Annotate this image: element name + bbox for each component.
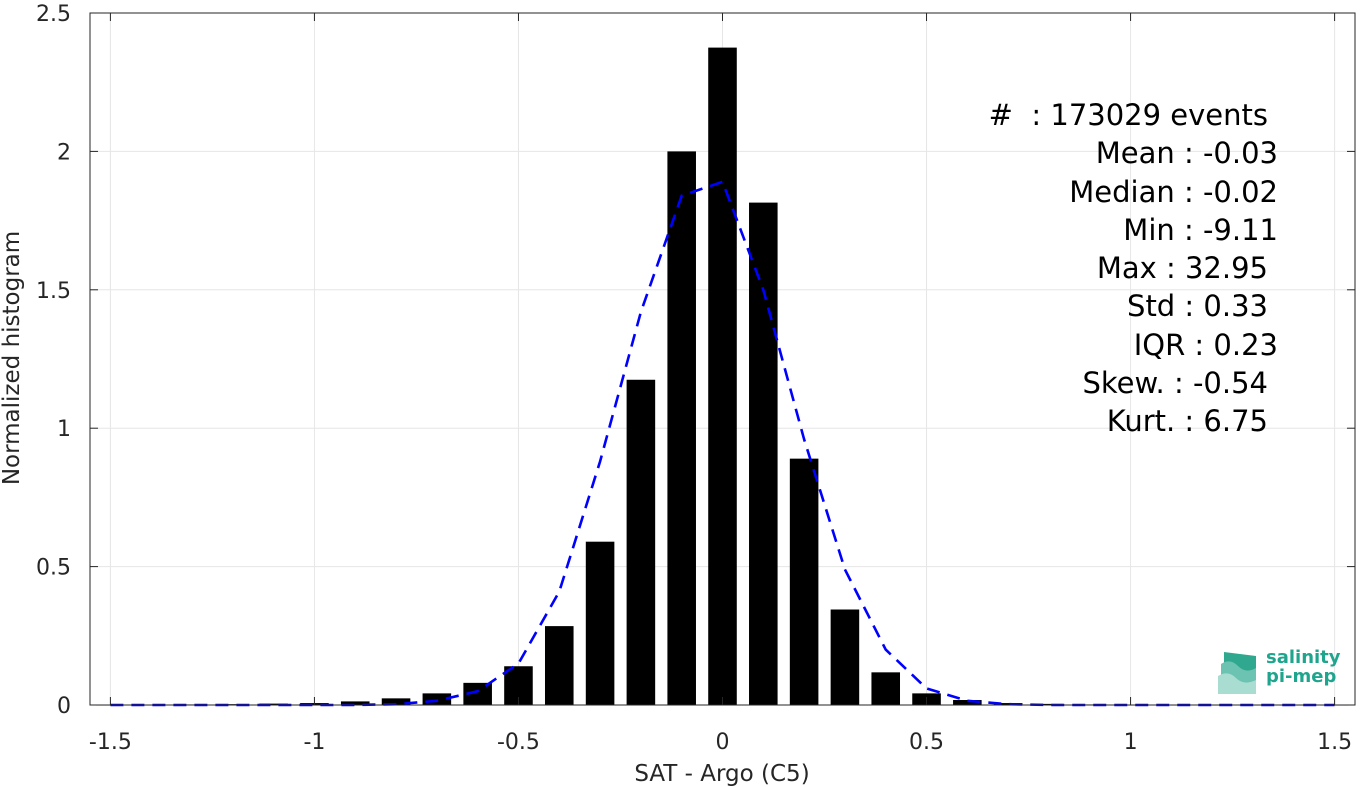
stat-skew: Skew. : -0.54 bbox=[1082, 366, 1268, 401]
plot-axes bbox=[89, 12, 1356, 706]
y-axis-title: Normalized histogram bbox=[0, 231, 25, 485]
logo-line1: salinity bbox=[1266, 647, 1341, 668]
logo-text: salinity pi-mep bbox=[1266, 648, 1341, 686]
stat-iqr: IQR : 0.23 bbox=[1133, 327, 1278, 362]
x-axis-title: SAT - Argo (C5) bbox=[634, 761, 809, 787]
x-tick-label-4: 0.5 bbox=[909, 730, 944, 755]
histogram-bars bbox=[96, 47, 1349, 706]
histogram-bar-4 bbox=[259, 703, 288, 705]
x-tick-label-1: -1 bbox=[303, 730, 325, 755]
histogram-bar-7 bbox=[381, 698, 411, 705]
histogram-bar-6 bbox=[340, 701, 370, 705]
histogram-bar-23 bbox=[1034, 703, 1064, 705]
stat-max: Max : 32.95 bbox=[1096, 251, 1268, 286]
y-tick-label-3: 1.5 bbox=[36, 279, 71, 304]
wave-logo-icon bbox=[1218, 652, 1256, 694]
y-tick-label-2: 1 bbox=[57, 417, 71, 442]
x-tick-label-6: 1.5 bbox=[1317, 730, 1352, 755]
y-tick-labels: 0 0.5 1 1.5 2 2.5 bbox=[36, 2, 71, 719]
histogram-bar-9 bbox=[463, 682, 492, 705]
histogram-bar-18 bbox=[830, 609, 860, 705]
y-tick-label-1: 0.5 bbox=[36, 556, 71, 581]
salinity-pi-mep-logo: salinity pi-mep bbox=[1216, 648, 1346, 696]
histogram-bar-21 bbox=[953, 700, 982, 705]
histogram-bar-17 bbox=[789, 458, 819, 705]
y-tick-label-4: 2 bbox=[57, 140, 71, 165]
statistics-box: # : 173029 events Mean : -0.03 Median : … bbox=[900, 96, 1278, 441]
logo-line2: pi-mep bbox=[1266, 666, 1337, 687]
y-tick-label-0: 0 bbox=[57, 694, 71, 719]
stat-min: Min : -9.11 bbox=[1123, 212, 1278, 247]
histogram-bar-11 bbox=[544, 626, 574, 705]
histogram-bar-14 bbox=[667, 151, 696, 705]
histogram-bar-15 bbox=[708, 47, 737, 706]
histogram-bar-12 bbox=[585, 541, 615, 705]
y-tick-label-5: 2.5 bbox=[36, 2, 71, 27]
x-tick-label-0: -1.5 bbox=[89, 730, 132, 755]
x-tick-label-2: -0.5 bbox=[497, 730, 540, 755]
stat-mean: Mean : -0.03 bbox=[1095, 136, 1278, 171]
histogram-bar-8 bbox=[422, 693, 452, 705]
histogram-bar-13 bbox=[626, 379, 656, 705]
x-tick-label-3: 0 bbox=[716, 730, 730, 755]
histogram-bar-22 bbox=[993, 703, 1023, 705]
histogram-bar-19 bbox=[871, 672, 901, 705]
x-tick-labels: -1.5 -1 -0.5 0 0.5 1 1.5 bbox=[89, 730, 1352, 755]
histogram-bar-16 bbox=[749, 202, 778, 705]
stat-median: Median : -0.02 bbox=[1069, 174, 1278, 209]
x-tick-label-5: 1 bbox=[1124, 730, 1138, 755]
stat-kurt: Kurt. : 6.75 bbox=[1106, 404, 1268, 439]
stat-std: Std : 0.33 bbox=[1127, 289, 1268, 324]
stat-events: # : 173029 events bbox=[988, 98, 1268, 132]
